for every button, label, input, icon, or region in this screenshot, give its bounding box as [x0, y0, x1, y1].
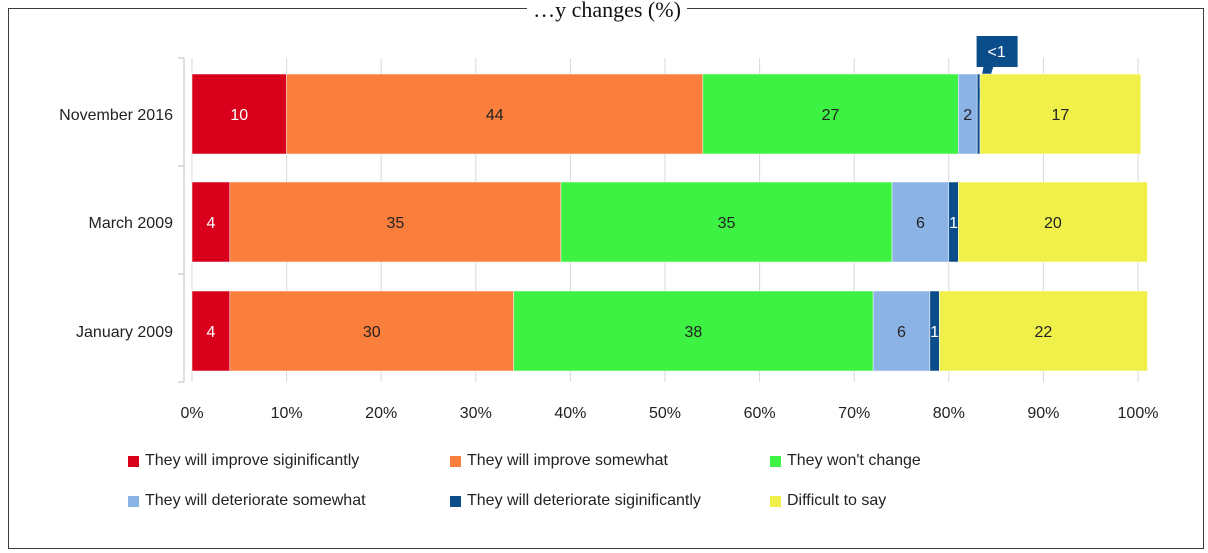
x-tick-label: 0% [180, 405, 203, 422]
bar-segment [286, 73, 704, 155]
x-tick-label: 10% [271, 405, 303, 422]
data-label: <1 [987, 44, 1005, 61]
data-label: 22 [1035, 324, 1053, 341]
callout-box [976, 36, 1018, 67]
chart-title: …y changes (%) [9, 0, 1205, 23]
data-label: 6 [916, 215, 925, 232]
x-tick-label: 100% [1118, 405, 1159, 422]
x-tick-label: 20% [365, 405, 397, 422]
bar-segment [939, 290, 1148, 372]
bar-segment [229, 181, 562, 263]
data-label: 4 [206, 215, 215, 232]
data-label: 6 [897, 324, 906, 341]
data-label: 38 [684, 324, 702, 341]
x-tick-label: 80% [933, 405, 965, 422]
data-label: 44 [486, 107, 504, 124]
bar-segment [979, 73, 1142, 155]
x-tick-label: 60% [744, 405, 776, 422]
x-tick-label: 70% [838, 405, 870, 422]
bar-segment [958, 181, 1148, 263]
category-label: March 2009 [89, 215, 174, 232]
data-label: 10 [230, 107, 248, 124]
bar-segment [229, 290, 514, 372]
data-label: 35 [386, 215, 404, 232]
category-label: November 2016 [59, 107, 173, 124]
data-label: 4 [206, 324, 215, 341]
category-label: January 2009 [76, 324, 173, 341]
data-label: 17 [1052, 107, 1070, 124]
data-label: 2 [963, 107, 972, 124]
x-tick-label: 50% [649, 405, 681, 422]
x-tick-label: 40% [554, 405, 586, 422]
data-label: 1 [949, 215, 958, 232]
data-label: 27 [822, 107, 840, 124]
data-label: 30 [363, 324, 381, 341]
data-label: 1 [930, 324, 939, 341]
bar-segment [191, 73, 287, 155]
bar-segment [891, 181, 950, 263]
bar-segment [872, 290, 931, 372]
x-tick-label: 90% [1027, 405, 1059, 422]
x-tick-label: 30% [460, 405, 492, 422]
bar-segment [191, 290, 231, 372]
bar-segment [191, 181, 231, 263]
bar-segment [976, 73, 981, 155]
data-label: 35 [718, 215, 736, 232]
data-label: 20 [1044, 215, 1062, 232]
bar-segment [702, 73, 959, 155]
